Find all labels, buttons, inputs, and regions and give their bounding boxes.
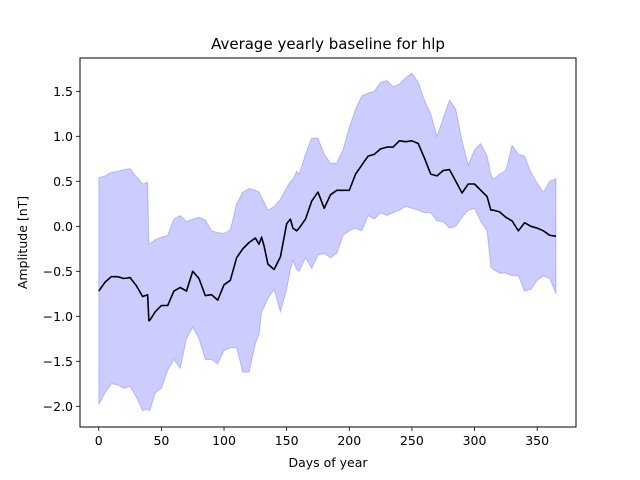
y-tick-label: −1.5 [43, 354, 73, 369]
x-tick-label: 50 [153, 433, 169, 448]
y-tick-label: 0.0 [53, 219, 73, 234]
confidence-band [98, 72, 557, 412]
y-tick-label: 1.5 [53, 84, 73, 99]
band-area [98, 72, 557, 412]
mean-line-path [98, 140, 557, 322]
x-tick-label: 300 [463, 433, 487, 448]
y-tick-label: 1.0 [53, 129, 73, 144]
plot-frame [79, 57, 577, 428]
mean-line [98, 140, 557, 322]
y-tick-label: −2.0 [43, 399, 73, 414]
x-tick-label: 0 [95, 433, 103, 448]
y-tick-label: −1.0 [43, 309, 73, 324]
y-tick-label: −0.5 [43, 264, 73, 279]
chart-title: Average yearly baseline for hlp [211, 35, 445, 53]
x-tick-label: 200 [337, 433, 361, 448]
y-axis: −2.0 −1.5 −1.0 −0.5 0.0 0.5 1.0 1.5 [43, 84, 80, 414]
x-tick-label: 100 [212, 433, 236, 448]
x-tick-label: 150 [275, 433, 299, 448]
x-tick-label: 250 [400, 433, 424, 448]
x-axis-label: Days of year [288, 455, 368, 470]
x-axis: 0 50 100 150 200 250 300 350 [95, 427, 549, 448]
x-tick-label: 350 [525, 433, 549, 448]
y-axis-label: Amplitude [nT] [15, 196, 30, 289]
y-tick-label: 0.5 [53, 174, 73, 189]
